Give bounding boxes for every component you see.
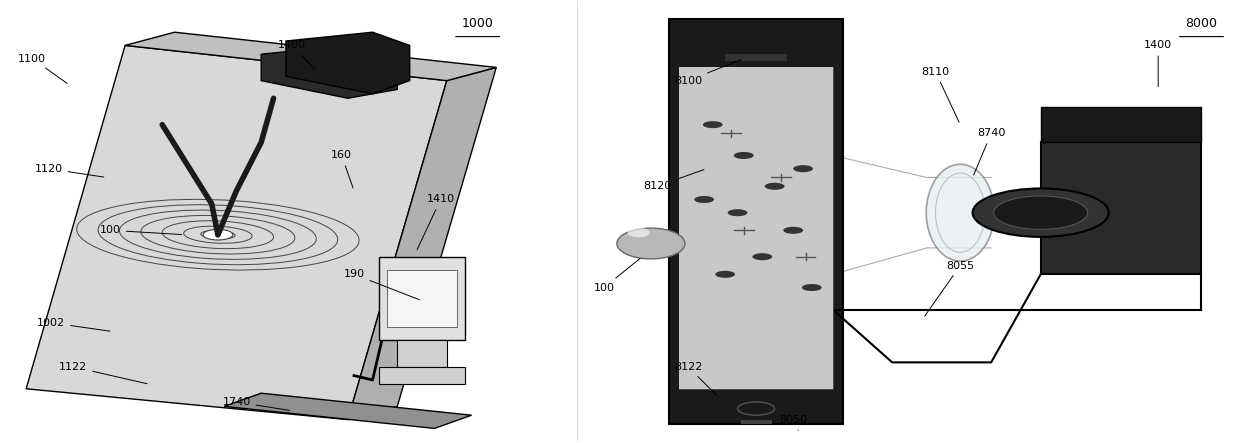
Ellipse shape bbox=[618, 228, 684, 259]
Bar bbox=[742, 420, 773, 424]
Circle shape bbox=[972, 188, 1109, 237]
Ellipse shape bbox=[926, 164, 994, 261]
Polygon shape bbox=[286, 32, 409, 94]
Text: 1120: 1120 bbox=[35, 163, 104, 177]
Text: 8110: 8110 bbox=[921, 67, 959, 122]
Text: 8122: 8122 bbox=[673, 362, 717, 396]
Text: 8050: 8050 bbox=[779, 415, 807, 430]
Text: 1000: 1000 bbox=[461, 17, 494, 30]
Polygon shape bbox=[378, 367, 465, 385]
Text: 100: 100 bbox=[99, 225, 182, 235]
Polygon shape bbox=[347, 67, 496, 420]
Circle shape bbox=[694, 196, 714, 203]
Text: 8740: 8740 bbox=[973, 128, 1006, 175]
Text: 1100: 1100 bbox=[19, 54, 67, 83]
Text: 1400: 1400 bbox=[278, 40, 315, 70]
Bar bbox=[725, 54, 787, 61]
Polygon shape bbox=[224, 393, 471, 428]
Circle shape bbox=[703, 121, 723, 128]
Text: 1002: 1002 bbox=[37, 318, 110, 331]
Text: 160: 160 bbox=[331, 151, 353, 188]
Circle shape bbox=[715, 271, 735, 278]
Polygon shape bbox=[670, 19, 843, 424]
Text: 8120: 8120 bbox=[644, 170, 704, 191]
Polygon shape bbox=[397, 340, 446, 367]
Text: 190: 190 bbox=[343, 269, 419, 300]
Text: 1740: 1740 bbox=[222, 397, 289, 410]
Circle shape bbox=[802, 284, 822, 291]
Circle shape bbox=[794, 165, 813, 172]
Polygon shape bbox=[1040, 107, 1202, 142]
Polygon shape bbox=[680, 67, 833, 389]
Circle shape bbox=[993, 196, 1087, 229]
Polygon shape bbox=[387, 270, 456, 327]
Polygon shape bbox=[1040, 142, 1202, 274]
Circle shape bbox=[784, 227, 804, 234]
Text: 100: 100 bbox=[594, 258, 640, 292]
Text: 8055: 8055 bbox=[925, 260, 975, 316]
Text: 1410: 1410 bbox=[417, 194, 455, 250]
Circle shape bbox=[734, 152, 754, 159]
Circle shape bbox=[728, 209, 748, 216]
Text: 8000: 8000 bbox=[1185, 17, 1218, 30]
Text: 1122: 1122 bbox=[60, 362, 148, 384]
Polygon shape bbox=[262, 46, 397, 98]
Circle shape bbox=[765, 183, 785, 190]
Polygon shape bbox=[680, 67, 833, 389]
Circle shape bbox=[203, 229, 233, 240]
Circle shape bbox=[753, 253, 773, 260]
Polygon shape bbox=[26, 46, 446, 420]
Text: 8100: 8100 bbox=[675, 60, 742, 85]
Polygon shape bbox=[378, 256, 465, 340]
Ellipse shape bbox=[627, 228, 650, 237]
Polygon shape bbox=[125, 32, 496, 81]
Text: 1400: 1400 bbox=[1145, 40, 1172, 87]
